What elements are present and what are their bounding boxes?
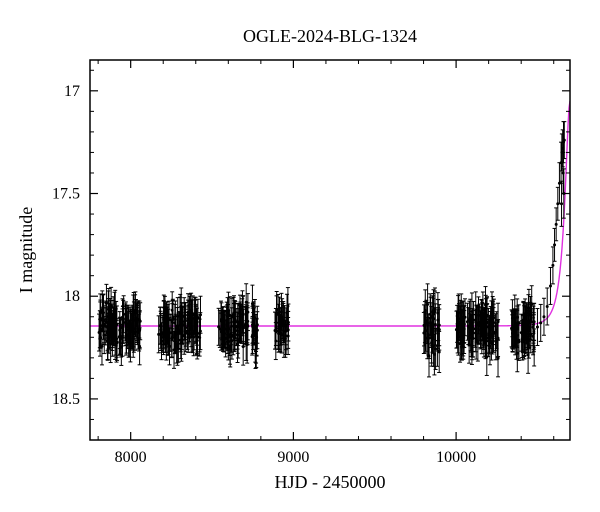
svg-text:18.5: 18.5 <box>52 391 80 408</box>
x-axis-label: HJD - 2450000 <box>275 472 386 492</box>
chart-svg: 8000 9000 10000 17 17.5 18 18.5 OGLE-2024-BLG-1… <box>0 0 600 512</box>
svg-text:18: 18 <box>64 288 80 305</box>
lightcurve-chart: 8000 9000 10000 17 17.5 18 18.5 OGLE-2024-BLG-1… <box>0 0 600 512</box>
svg-text:9000: 9000 <box>277 449 309 466</box>
svg-text:8000: 8000 <box>115 449 147 466</box>
svg-text:17.5: 17.5 <box>52 186 80 203</box>
chart-title: OGLE-2024-BLG-1324 <box>243 26 417 46</box>
svg-text:17: 17 <box>64 83 80 100</box>
svg-text:10000: 10000 <box>436 449 476 466</box>
y-axis-label: I magnitude <box>16 207 36 293</box>
